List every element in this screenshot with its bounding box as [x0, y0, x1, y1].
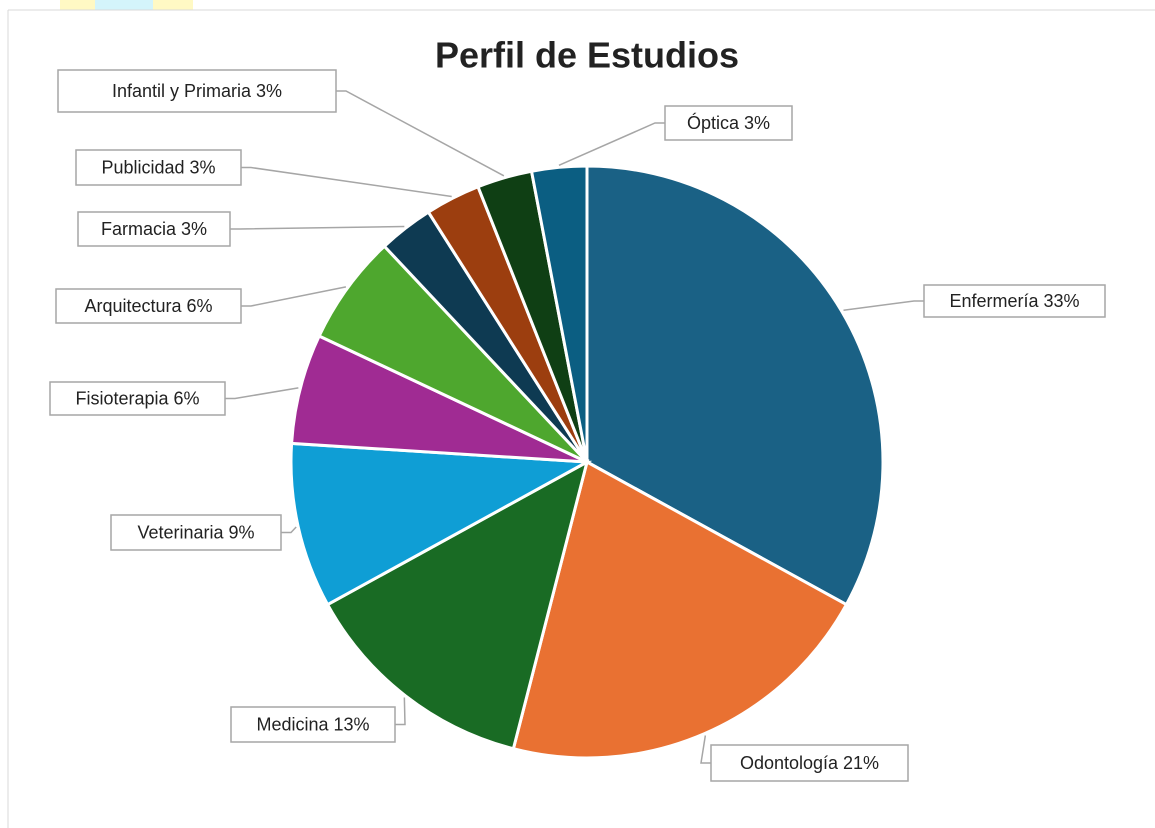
pie-slice — [511, 459, 849, 760]
value-label: 9% — [229, 522, 255, 542]
data-label: Óptica 3% — [687, 112, 770, 133]
category-label: Infantil y Primaria — [112, 81, 252, 101]
data-label: Veterinaria 9% — [137, 522, 254, 542]
leader-line — [225, 387, 299, 400]
label-box — [923, 284, 1106, 318]
data-label: Medicina 13% — [256, 714, 369, 734]
value-label: 21% — [843, 753, 879, 773]
leader-line — [843, 300, 924, 312]
value-label: 3% — [181, 219, 207, 239]
data-label: Farmacia 3% — [101, 219, 207, 239]
category-label: Enfermería — [949, 291, 1039, 311]
value-label: 3% — [190, 157, 216, 177]
leader-line — [336, 90, 505, 177]
leader-line — [395, 697, 406, 726]
label-box — [57, 69, 337, 113]
data-label: Arquitectura 6% — [84, 296, 212, 316]
value-label: 3% — [256, 81, 282, 101]
pie-slice — [325, 459, 590, 751]
pie-slice — [529, 164, 589, 463]
category-label: Publicidad — [101, 157, 184, 177]
data-label: Odontología 21% — [740, 753, 879, 773]
label-box — [77, 211, 231, 247]
label-box — [230, 706, 396, 743]
data-label: Enfermería 33% — [949, 291, 1079, 311]
leader-line — [241, 286, 347, 307]
label-box — [710, 744, 909, 782]
label-box — [55, 288, 242, 324]
value-label: 6% — [174, 388, 200, 408]
category-label: Farmacia — [101, 219, 177, 239]
label-box — [75, 149, 242, 186]
strip — [153, 0, 193, 10]
category-label: Odontología — [740, 753, 839, 773]
leader-line — [241, 166, 452, 198]
pie-slice — [585, 164, 885, 607]
chart-title: Perfil de Estudios — [435, 35, 739, 76]
value-label: 3% — [744, 113, 770, 133]
label-box — [110, 514, 282, 551]
leader-line — [230, 225, 405, 230]
strip — [60, 0, 95, 10]
data-label: Publicidad 3% — [101, 157, 215, 177]
value-label: 6% — [187, 296, 213, 316]
pie-slice — [289, 441, 593, 607]
category-label: Óptica — [687, 112, 740, 133]
leader-line — [700, 735, 711, 764]
value-label: 33% — [1044, 291, 1080, 311]
leader-line — [558, 122, 665, 167]
data-label: Fisioterapia 6% — [75, 388, 199, 408]
category-label: Veterinaria — [137, 522, 224, 542]
category-label: Medicina — [256, 714, 329, 734]
strip — [95, 0, 153, 10]
category-label: Arquitectura — [84, 296, 182, 316]
label-box — [664, 105, 793, 141]
leader-line — [281, 526, 297, 534]
value-label: 13% — [334, 714, 370, 734]
data-label: Infantil y Primaria 3% — [112, 81, 282, 101]
label-box — [49, 381, 226, 416]
category-label: Fisioterapia — [75, 388, 169, 408]
